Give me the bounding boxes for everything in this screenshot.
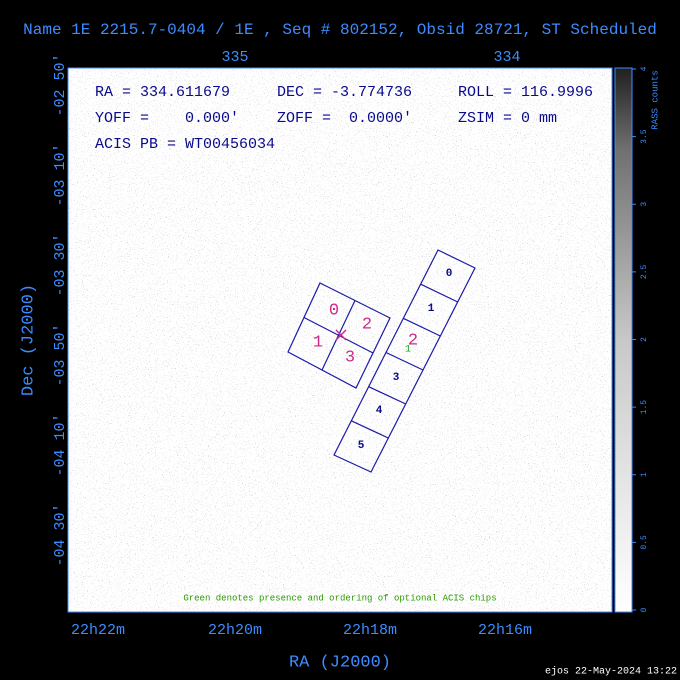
left-tick-label: -03 50' (52, 323, 69, 386)
left-tick-label: -04 30' (52, 503, 69, 566)
info-text: ROLL = 116.9996 (458, 84, 593, 101)
acis-i-array: 0 2 1 3 (287, 282, 391, 389)
chip-label: 1 (313, 333, 323, 352)
colorbar-tick-label: 1.5 (640, 400, 649, 415)
chip-divider (420, 283, 458, 303)
left-tick-label: -04 10' (52, 413, 69, 476)
info-text: ACIS PB = WT00456034 (95, 136, 275, 153)
chip-divider (403, 317, 441, 337)
chip-label: 4 (376, 405, 383, 417)
bottom-tick-label: 22h16m (478, 622, 532, 639)
colorbar-tick-label: 2 (640, 337, 649, 342)
colorbar-tick-label: 3.5 (640, 129, 649, 144)
chip-label: 1 (428, 303, 435, 315)
chip-divider (368, 386, 406, 405)
chip-label: 5 (358, 440, 365, 452)
title: Name 1E 2215.7-0404 / 1E , Seq # 802152,… (23, 21, 657, 39)
aimpoint (335, 329, 347, 341)
colorbar-tick-label: 0 (640, 607, 649, 612)
colorbar-label: RASS counts (650, 70, 660, 129)
optional-chip-label: 1 (405, 345, 411, 356)
chip-outline (333, 249, 476, 473)
colorbar-tick-label: 1 (640, 472, 649, 477)
chip-label: 0 (446, 268, 453, 280)
left-tick-label: -03 10' (52, 143, 69, 206)
chip-label: 2 (362, 315, 372, 334)
left-ticks: -02 50' -03 10' -03 30' -03 50' -04 10' -04 3… (52, 53, 69, 566)
info-block: RA = 334.611679 DEC = -3.774736 ROLL = 1… (95, 84, 593, 153)
colorbar-tick-label: 4 (640, 66, 649, 71)
info-text: ZSIM = 0 mm (458, 110, 557, 127)
colorbar (614, 67, 633, 613)
info-text: YOFF = 0.000' (95, 110, 239, 127)
chip-label: 3 (393, 372, 400, 384)
colorbar-tick-label: 0.5 (640, 535, 649, 550)
chip-label: 0 (329, 301, 339, 320)
info-text: DEC = -3.774736 (277, 84, 412, 101)
footer: ejos 22-May-2024 13:22 (545, 666, 677, 678)
bottom-tick-label: 22h22m (71, 622, 125, 639)
bottom-tick-label: 22h20m (208, 622, 262, 639)
chip-outline (287, 282, 391, 389)
y-axis-label: Dec (J2000) (19, 284, 38, 396)
acis-s-array: 0 1 2 3 4 5 1 (333, 249, 476, 473)
top-tick-label: 334 (493, 49, 520, 66)
colorbar-ticks: 0 0.5 1 1.5 2 2.5 3 3.5 4 (632, 66, 649, 612)
note: Green denotes presence and ordering of o… (183, 593, 496, 603)
left-tick-label: -02 50' (52, 53, 69, 116)
top-tick-label: 335 (221, 49, 248, 66)
info-text: RA = 334.611679 (95, 84, 230, 101)
chip-divider (385, 351, 424, 371)
info-text: ZOFF = 0.0000' (277, 110, 412, 127)
left-tick-label: -03 30' (52, 233, 69, 296)
colorbar-tick-label: 3 (640, 202, 649, 207)
plot-frame (67, 67, 613, 613)
x-axis-label: RA (J2000) (289, 653, 391, 672)
chip-divider (351, 420, 389, 439)
sky-image (68, 68, 612, 612)
bottom-tick-label: 22h18m (343, 622, 397, 639)
chip-label: 2 (408, 331, 418, 350)
chip-label: 3 (345, 348, 355, 367)
chip-divider (303, 316, 374, 354)
colorbar-tick-label: 2.5 (640, 264, 649, 279)
